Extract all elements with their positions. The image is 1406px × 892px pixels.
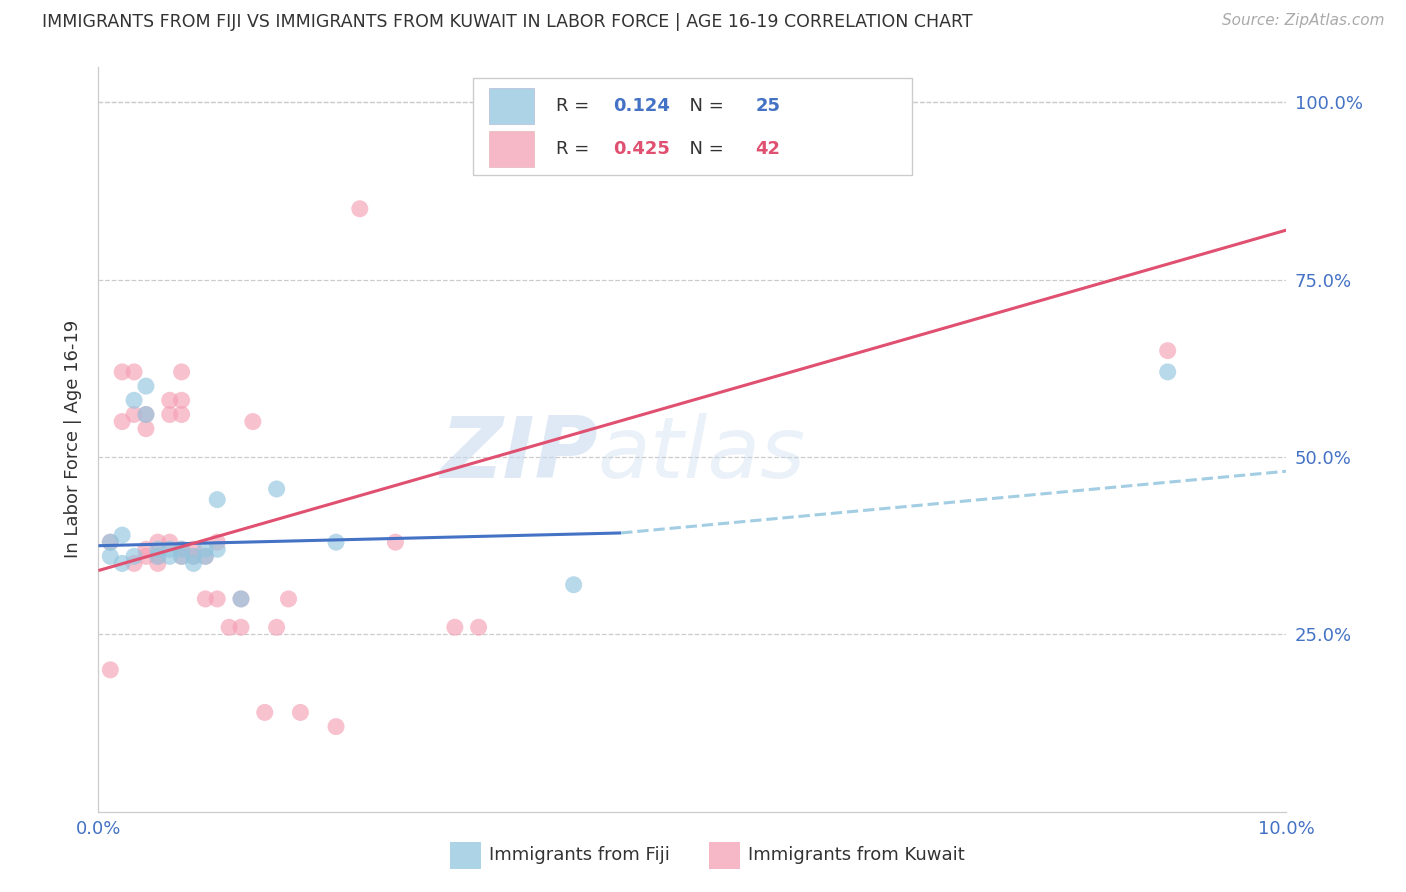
Point	[253, 706, 276, 720]
Point	[122, 549, 145, 564]
Text: 25: 25	[755, 97, 780, 115]
Point	[207, 535, 229, 549]
Text: IMMIGRANTS FROM FIJI VS IMMIGRANTS FROM KUWAIT IN LABOR FORCE | AGE 16-19 CORREL: IMMIGRANTS FROM FIJI VS IMMIGRANTS FROM …	[42, 13, 973, 31]
Point	[159, 393, 181, 408]
Text: Source: ZipAtlas.com: Source: ZipAtlas.com	[1222, 13, 1385, 29]
Text: ZIP: ZIP	[440, 413, 598, 496]
Point	[98, 663, 121, 677]
Point	[111, 365, 134, 379]
Point	[146, 535, 169, 549]
Point	[135, 408, 157, 422]
Point	[146, 557, 169, 571]
Point	[170, 542, 193, 557]
Point	[135, 408, 157, 422]
Point	[325, 720, 347, 734]
Point	[170, 542, 193, 557]
Point	[170, 549, 193, 564]
Point	[325, 535, 347, 549]
Point	[1156, 343, 1178, 358]
Point	[194, 591, 217, 606]
Point	[159, 535, 181, 549]
Point	[277, 591, 299, 606]
Point	[98, 549, 121, 564]
Point	[562, 578, 585, 592]
Point	[384, 535, 406, 549]
Point	[207, 542, 229, 557]
Point	[146, 549, 169, 564]
Text: 0.425: 0.425	[613, 140, 669, 158]
Point	[266, 482, 288, 496]
Point	[111, 557, 134, 571]
Text: 42: 42	[755, 140, 780, 158]
Point	[229, 591, 252, 606]
Point	[170, 549, 193, 564]
Point	[146, 549, 169, 564]
Point	[98, 535, 121, 549]
Point	[194, 549, 217, 564]
Point	[135, 549, 157, 564]
Point	[183, 542, 205, 557]
Point	[207, 492, 229, 507]
Point	[146, 542, 169, 557]
Text: atlas: atlas	[598, 413, 806, 496]
Text: Immigrants from Kuwait: Immigrants from Kuwait	[748, 847, 965, 864]
Point	[111, 528, 134, 542]
Point	[170, 408, 193, 422]
Point	[122, 365, 145, 379]
Point	[290, 706, 312, 720]
Point	[194, 542, 217, 557]
Point	[242, 415, 264, 429]
Point	[159, 549, 181, 564]
Point	[229, 620, 252, 634]
Point	[183, 549, 205, 564]
Point	[183, 557, 205, 571]
Text: N =: N =	[678, 97, 730, 115]
Point	[443, 620, 465, 634]
Point	[349, 202, 371, 216]
Text: R =: R =	[555, 97, 595, 115]
Point	[218, 620, 240, 634]
Point	[122, 393, 145, 408]
Point	[135, 422, 157, 436]
Point	[122, 557, 145, 571]
Point	[98, 535, 121, 549]
Point	[159, 542, 181, 557]
Point	[467, 620, 489, 634]
Point	[170, 365, 193, 379]
FancyBboxPatch shape	[489, 131, 534, 167]
Point	[229, 591, 252, 606]
Point	[159, 408, 181, 422]
Text: Immigrants from Fiji: Immigrants from Fiji	[489, 847, 671, 864]
Point	[266, 620, 288, 634]
Y-axis label: In Labor Force | Age 16-19: In Labor Force | Age 16-19	[65, 320, 83, 558]
Text: R =: R =	[555, 140, 595, 158]
Point	[183, 549, 205, 564]
Point	[1156, 365, 1178, 379]
Point	[135, 379, 157, 393]
FancyBboxPatch shape	[489, 88, 534, 124]
Point	[135, 542, 157, 557]
Text: N =: N =	[678, 140, 730, 158]
Point	[194, 549, 217, 564]
Point	[122, 408, 145, 422]
FancyBboxPatch shape	[472, 78, 912, 175]
Point	[170, 393, 193, 408]
Point	[111, 415, 134, 429]
Text: 0.124: 0.124	[613, 97, 669, 115]
Point	[207, 591, 229, 606]
